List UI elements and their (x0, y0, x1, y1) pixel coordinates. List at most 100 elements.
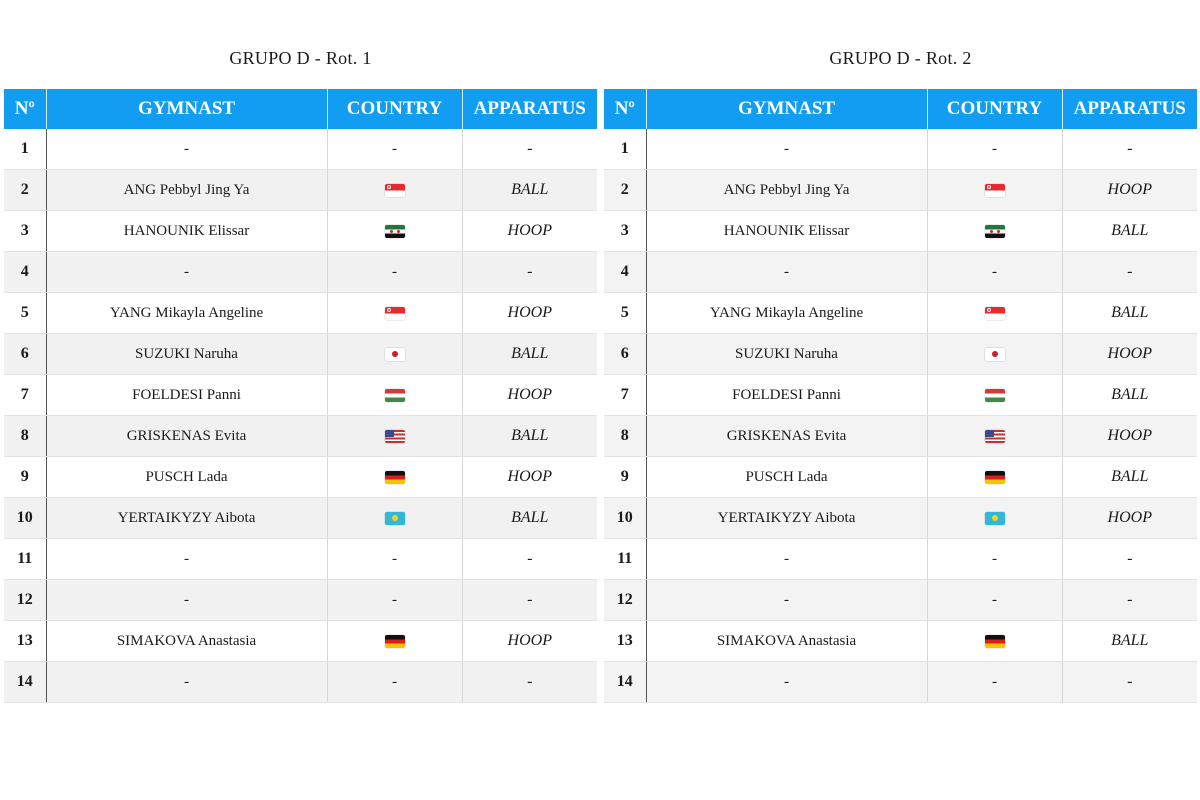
row-number: 6 (4, 333, 47, 375)
row-number: 13 (4, 620, 47, 662)
apparatus-cell: BALL (1062, 620, 1197, 662)
kazakhstan-flag-icon (984, 511, 1005, 525)
gymnast-name: SUZUKI Naruha (46, 333, 328, 375)
table-row: 9 PUSCH Lada BALL (604, 456, 1197, 498)
table-row: 10 YERTAIKYZY Aibota BALL (4, 497, 597, 539)
column-header-gymnast: GYMNAST (46, 89, 328, 129)
germany-flag-icon (984, 634, 1005, 648)
apparatus-cell: HOOP (462, 374, 597, 416)
gymnast-name: PUSCH Lada (646, 456, 928, 498)
row-number: 12 (604, 579, 647, 621)
table-row: 1--- (4, 129, 597, 170)
row-number: 8 (604, 415, 647, 457)
usa-flag-icon (984, 429, 1005, 443)
gymnast-name: - (646, 538, 928, 580)
column-header-country: COUNTRY (927, 89, 1063, 129)
syria-flag-icon (384, 224, 405, 238)
table-row: 10 YERTAIKYZY Aibota HOOP (604, 497, 1197, 539)
apparatus-cell: - (462, 251, 597, 293)
hungary-flag-icon (384, 388, 405, 402)
country-cell (327, 497, 463, 539)
header-row: Nº GYMNAST COUNTRY APPARATUS (4, 89, 597, 129)
table-row: 7 FOELDESI Panni BALL (604, 374, 1197, 416)
apparatus-cell: HOOP (462, 456, 597, 498)
apparatus-cell: - (462, 538, 597, 580)
column-header-number: Nº (4, 89, 47, 129)
gymnast-name: SUZUKI Naruha (646, 333, 928, 375)
japan-flag-icon (984, 347, 1005, 361)
country-cell (927, 210, 1063, 252)
row-number: 1 (604, 129, 647, 170)
gymnast-name: - (646, 251, 928, 293)
apparatus-cell: BALL (462, 169, 597, 211)
apparatus-cell: - (462, 661, 597, 703)
country-cell: - (927, 661, 1063, 703)
country-cell: - (327, 579, 463, 621)
country-cell (927, 415, 1063, 457)
row-number: 3 (604, 210, 647, 252)
row-number: 14 (4, 661, 47, 703)
country-cell: - (927, 579, 1063, 621)
row-number: 9 (604, 456, 647, 498)
column-header-apparatus: APPARATUS (1062, 89, 1197, 129)
singapore-flag-icon (984, 183, 1005, 197)
gymnast-name: - (46, 538, 328, 580)
gymnast-name: - (646, 661, 928, 703)
hungary-flag-icon (984, 388, 1005, 402)
country-cell (327, 456, 463, 498)
apparatus-cell: - (1062, 129, 1197, 170)
row-number: 9 (4, 456, 47, 498)
column-header-gymnast: GYMNAST (646, 89, 928, 129)
country-cell (927, 620, 1063, 662)
row-number: 10 (604, 497, 647, 539)
germany-flag-icon (384, 634, 405, 648)
rotation-2-title: GRUPO D - Rot. 2 (829, 48, 972, 68)
apparatus-cell: BALL (1062, 210, 1197, 252)
table-row: 11- - - (604, 538, 1197, 580)
singapore-flag-icon (384, 306, 405, 320)
apparatus-cell: - (462, 579, 597, 621)
apparatus-cell: HOOP (462, 292, 597, 334)
table-row: 11- - - (4, 538, 597, 580)
table-row: 9 PUSCH Lada HOOP (4, 456, 597, 498)
table-row: 5 YANG Mikayla Angeline HOOP (4, 292, 597, 334)
table-row: 13 SIMAKOVA Anastasia HOOP (4, 620, 597, 662)
table-row: 3 HANOUNIK Elissar BALL (604, 210, 1197, 252)
gymnast-name: YANG Mikayla Angeline (646, 292, 928, 334)
table-row: 4--- (604, 251, 1197, 293)
row-number: 2 (604, 169, 647, 211)
rotation-1-table: Nº GYMNAST COUNTRY APPARATUS 1- - -2 ANG Pe… (4, 89, 597, 703)
apparatus-cell: HOOP (1062, 415, 1197, 457)
table-row: 6 SUZUKI Naruha BALL (4, 333, 597, 375)
row-number: 12 (4, 579, 47, 621)
row-number: 7 (604, 374, 647, 416)
country-cell (327, 292, 463, 334)
apparatus-cell: HOOP (1062, 169, 1197, 211)
gymnast-name: - (646, 579, 928, 621)
apparatus-cell: - (1062, 661, 1197, 703)
country-cell: - (327, 129, 463, 170)
gymnast-name: PUSCH Lada (46, 456, 328, 498)
apparatus-cell: BALL (1062, 374, 1197, 416)
usa-flag-icon (384, 429, 405, 443)
table-row: 8 GRISKENAS Evita HOOP (604, 415, 1197, 457)
country-cell (327, 333, 463, 375)
row-number: 14 (604, 661, 647, 703)
country-cell (927, 333, 1063, 375)
column-header-number: Nº (604, 89, 647, 129)
gymnast-name: ANG Pebbyl Jing Ya (46, 169, 328, 211)
country-cell (327, 415, 463, 457)
row-number: 8 (4, 415, 47, 457)
country-cell (927, 169, 1063, 211)
gymnast-name: YERTAIKYZY Aibota (46, 497, 328, 539)
country-cell: - (927, 129, 1063, 170)
gymnast-name: - (46, 661, 328, 703)
gymnast-name: - (46, 129, 328, 170)
gymnast-name: GRISKENAS Evita (46, 415, 328, 457)
apparatus-cell: BALL (462, 415, 597, 457)
apparatus-cell: HOOP (1062, 333, 1197, 375)
gymnast-name: FOELDESI Panni (46, 374, 328, 416)
table-row: 14- - - (604, 661, 1197, 703)
apparatus-cell: BALL (462, 333, 597, 375)
row-number: 11 (4, 538, 47, 580)
